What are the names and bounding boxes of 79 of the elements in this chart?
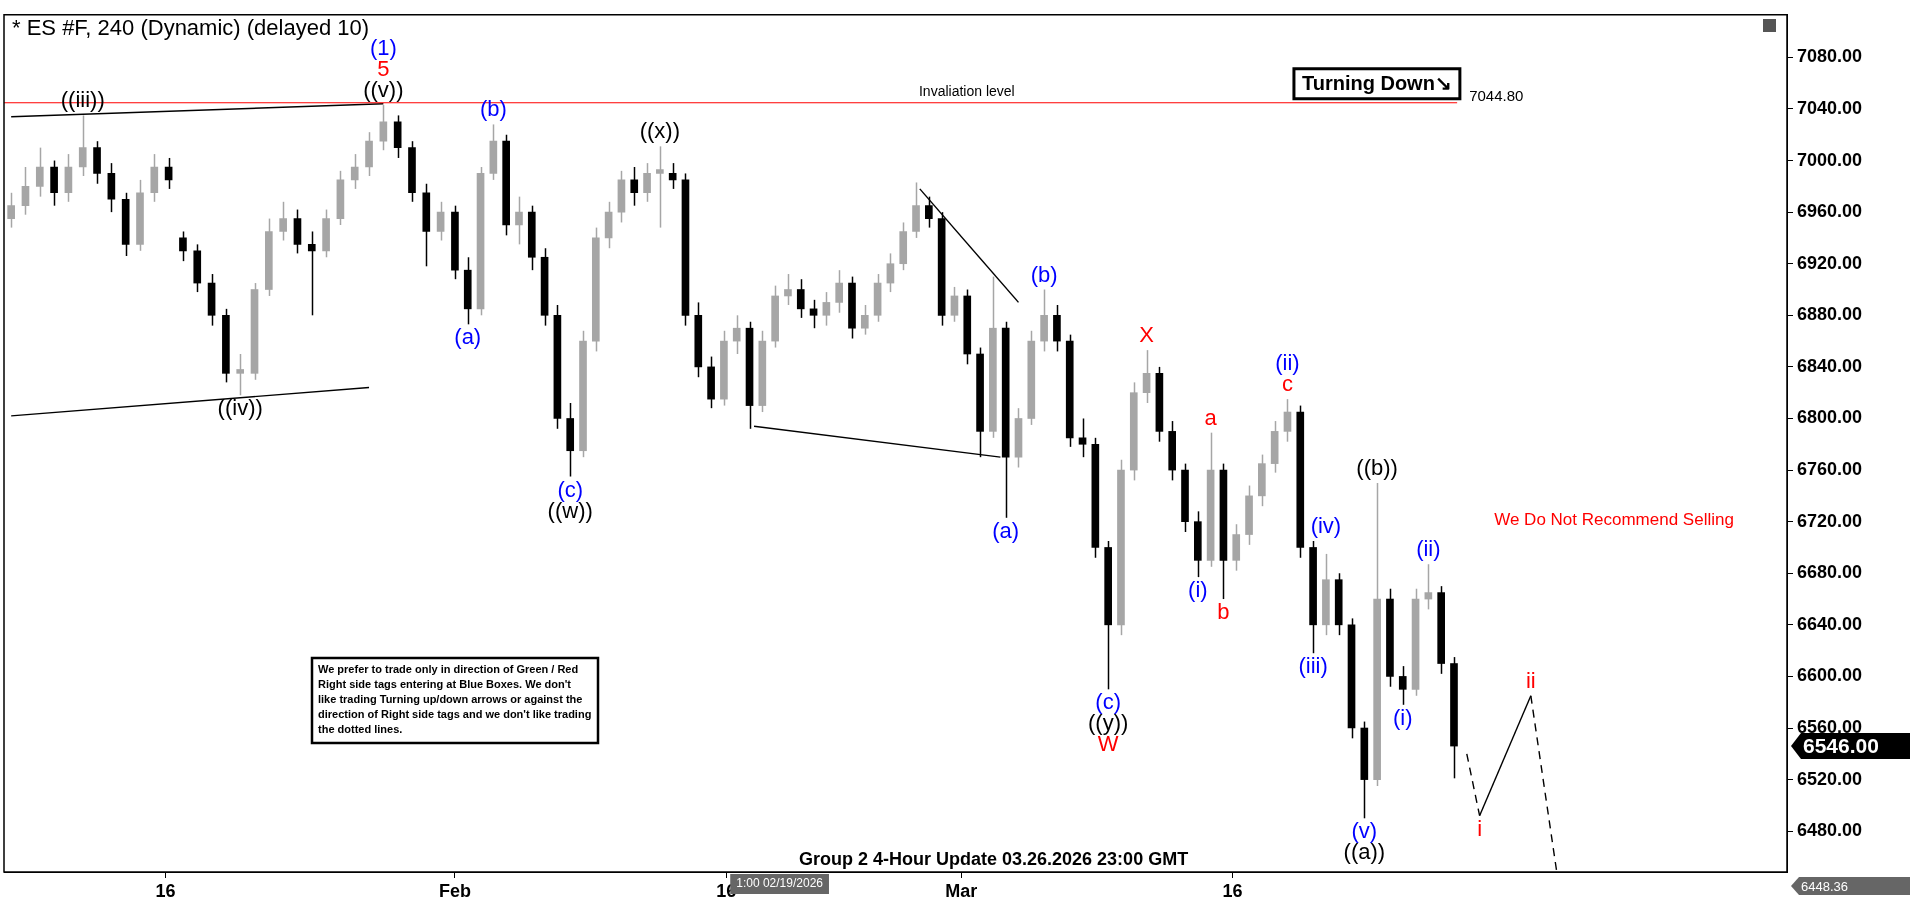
candlestick	[732, 314, 741, 355]
y-tick-label: 6640.00	[1797, 613, 1863, 634]
annotation: (i)	[1188, 577, 1208, 603]
candlestick	[436, 201, 445, 242]
y-tick-label: 6680.00	[1797, 562, 1863, 583]
candlestick	[1424, 563, 1433, 611]
text: 1:00 02/19/2026	[736, 876, 824, 891]
candlestick	[835, 269, 844, 314]
annotation: (b)	[1030, 261, 1058, 287]
candlestick	[822, 291, 831, 327]
y-tick-label: 6520.00	[1797, 768, 1863, 789]
annotation: (ii)	[1275, 350, 1300, 376]
candlestick	[236, 353, 245, 397]
annotation: (a)	[454, 324, 482, 350]
annotation: (iv)	[1310, 513, 1342, 539]
candlestick	[1078, 417, 1087, 458]
candlestick	[860, 304, 869, 336]
candlestick	[279, 201, 287, 242]
y-tick-label: 6960.00	[1797, 201, 1863, 222]
annotation: We Do Not Recommend Selling	[1494, 510, 1734, 530]
candlestick	[1283, 398, 1292, 443]
annotation: ((v))	[363, 77, 404, 103]
y-tick-label: 6800.00	[1797, 407, 1863, 428]
chart-title: * ES #F, 240 (Dynamic) (delayed 10)	[12, 14, 370, 40]
annotation: 7044.80	[1469, 86, 1524, 104]
candlestick	[78, 114, 87, 177]
candlestick	[925, 195, 933, 229]
ref-line-label: Invaliation level	[918, 82, 1015, 99]
candlestick	[950, 286, 959, 323]
candlestick	[656, 145, 664, 229]
candlestick	[809, 299, 818, 329]
annotation: Group 2 4-Hour Update 03.26.2026 23:00 GMT	[798, 848, 1189, 869]
candlestick	[668, 162, 677, 190]
candlestick	[21, 166, 30, 216]
annotation: ii	[1525, 667, 1536, 693]
candlestick	[630, 166, 639, 207]
candlestick	[784, 273, 792, 306]
annotation: (b)	[479, 96, 507, 122]
x-tick-label: Feb	[438, 880, 471, 901]
y-tick-label: 6720.00	[1797, 510, 1863, 531]
candlestick	[1142, 349, 1151, 404]
y-tick-label: 7000.00	[1797, 149, 1863, 170]
x-tick-label: 16	[1222, 880, 1243, 901]
x-tick-label: Mar	[945, 880, 978, 901]
annotation: (ii)	[1416, 536, 1441, 562]
annotation: ((b))	[1356, 455, 1398, 481]
y-tick-label: 7080.00	[1797, 46, 1863, 67]
candlestick	[515, 195, 523, 246]
annotation: We prefer to trade only in direction of Green / Red Right side tags entering at Blue Boxes. We don't like trading Turning up/down arrows or against the direction of Right side tags and we don't like trading the dotted lines.	[318, 662, 592, 735]
candlestick	[7, 192, 15, 229]
candlestick	[307, 230, 316, 317]
annotation: Turning Down↘	[1301, 72, 1452, 95]
candlestick	[179, 230, 187, 262]
y-tick-label: 6840.00	[1797, 355, 1863, 376]
candlestick	[796, 278, 805, 319]
y-tick-label: 6760.00	[1797, 459, 1863, 480]
y-tick-label: 6920.00	[1797, 252, 1863, 273]
annotation: (iii)	[1298, 653, 1328, 679]
annotation: (i)	[1392, 704, 1413, 730]
candlestick	[886, 252, 895, 293]
annotation: a	[1204, 404, 1218, 430]
y-tick-label: 6880.00	[1797, 304, 1863, 325]
annotation: (a)	[992, 517, 1020, 543]
annotation: (1)	[369, 35, 397, 61]
annotation: ((iv))	[217, 395, 263, 421]
y-tick-label: 6480.00	[1797, 820, 1863, 841]
x-tick-label: 16	[155, 880, 176, 901]
candlestick	[1398, 665, 1407, 706]
annotation: ((x))	[639, 118, 681, 144]
candlestick	[35, 146, 44, 198]
y-tick-label: 7040.00	[1797, 97, 1863, 118]
candlestick	[643, 162, 651, 203]
text: 6448.36	[1801, 878, 1848, 894]
y-tick-label: 6600.00	[1797, 665, 1863, 686]
candlestick	[350, 153, 359, 190]
annotation: i	[1477, 815, 1483, 841]
annotation: b	[1217, 599, 1230, 625]
annotation: X	[1139, 322, 1155, 348]
candlestick	[379, 104, 388, 151]
